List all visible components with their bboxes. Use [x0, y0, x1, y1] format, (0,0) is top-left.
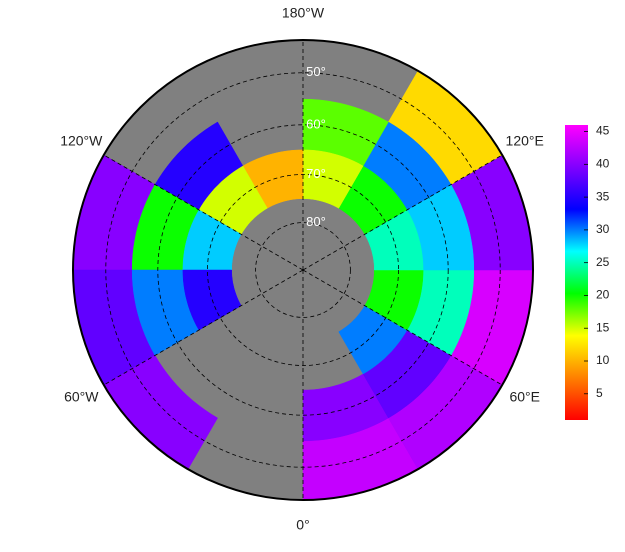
colorbar-tick-label: 35 [596, 189, 610, 203]
longitude-label: 120°E [506, 133, 544, 149]
colorbar-tick-label: 45 [596, 124, 610, 138]
colorbar-tick-label: 40 [596, 157, 610, 171]
latitude-line [157, 124, 449, 416]
longitude-label: 180°W [282, 5, 325, 21]
latitude-line [255, 222, 351, 318]
latitude-label: 50° [306, 64, 326, 79]
longitude-line [103, 154, 304, 271]
colorbar-tick-label: 30 [596, 222, 610, 236]
colorbar-tick-label: 15 [596, 320, 610, 334]
latitude-label: 80° [306, 214, 326, 229]
longitude-label: 60°W [64, 389, 99, 405]
colorbar-tick-label: 20 [596, 288, 610, 302]
colorbar-tick-label: 10 [596, 353, 610, 367]
longitude-label: 0° [296, 517, 309, 533]
colorbar-tick-label: 5 [596, 386, 603, 400]
colorbar [565, 125, 588, 420]
latitude-line [207, 174, 399, 366]
latitude-label: 60° [306, 116, 326, 131]
map-border [72, 39, 534, 501]
longitude-line [103, 269, 304, 386]
colorbar-tick-label: 25 [596, 255, 610, 269]
longitude-line [302, 269, 503, 386]
longitude-line [302, 154, 503, 271]
longitude-label: 60°E [509, 389, 540, 405]
longitude-label: 120°W [60, 133, 103, 149]
latitude-label: 70° [306, 166, 326, 181]
